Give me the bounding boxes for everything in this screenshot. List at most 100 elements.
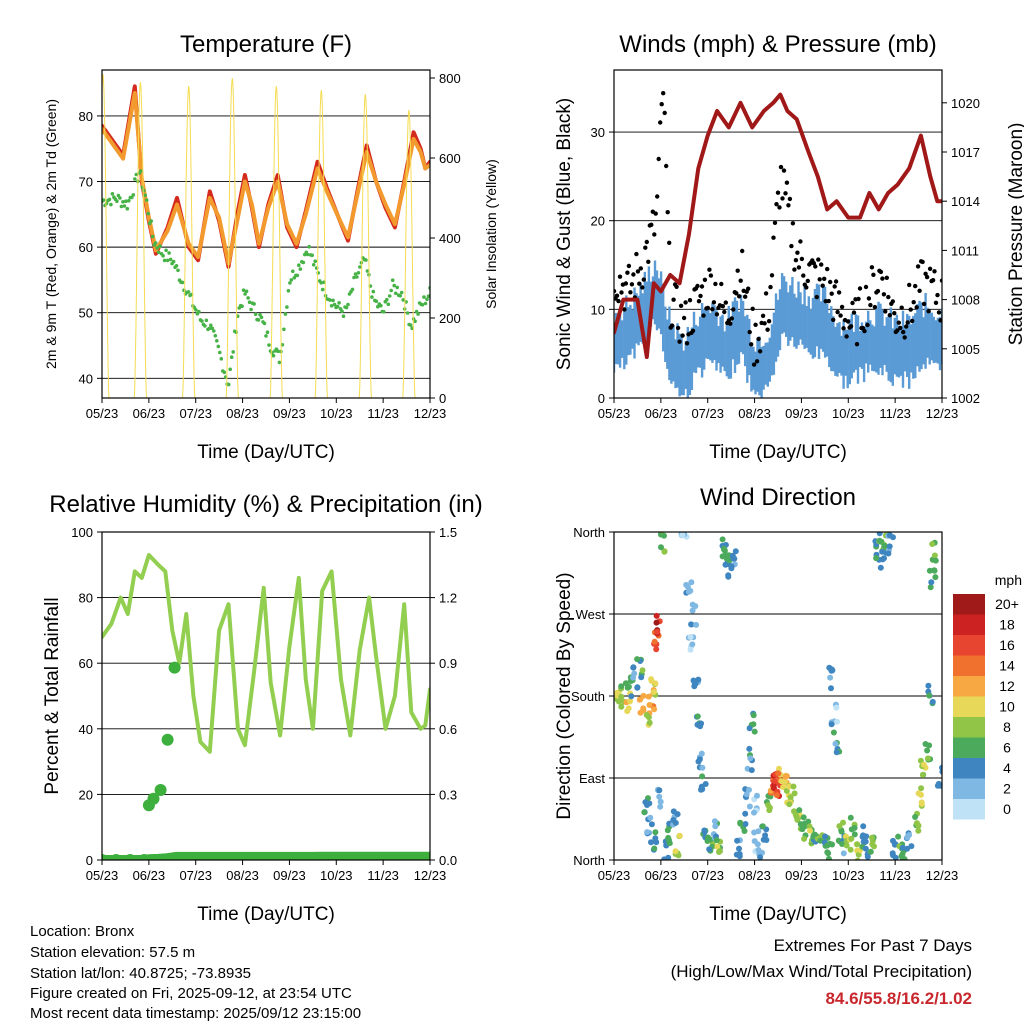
gust-point <box>656 156 661 162</box>
2m-td-point <box>355 275 359 279</box>
gust-point <box>857 286 863 291</box>
wind-direction-point <box>672 848 679 855</box>
2m-td-point <box>408 323 413 327</box>
wind-direction-point <box>791 790 798 797</box>
colorbar-swatch <box>953 614 985 635</box>
gust-point <box>878 269 884 275</box>
wind-direction-point <box>863 833 870 840</box>
gust-point <box>856 296 861 302</box>
y-tick-label-right: 1020 <box>951 96 980 111</box>
extremes-values: 84.6/55.8/16.2/1.02 <box>825 989 972 1008</box>
gust-point <box>696 299 702 304</box>
gust-point <box>658 120 663 125</box>
wind-direction-point <box>637 709 644 716</box>
y-axis-label-right: Solar Insolation (Yellow) <box>483 159 499 309</box>
2m-td-point <box>144 198 149 202</box>
gust-point <box>781 168 787 173</box>
gust-point <box>914 305 919 310</box>
wind-direction-point <box>828 721 835 728</box>
solar-insolation-spike <box>269 85 283 398</box>
wind-direction-point <box>639 667 646 674</box>
gust-point <box>780 196 785 201</box>
wind-direction-point <box>728 563 735 570</box>
2m-td-point <box>174 264 179 268</box>
plot-area <box>102 553 430 860</box>
gust-point <box>883 309 888 314</box>
wind-direction-point <box>691 683 698 690</box>
wind-direction-point <box>800 814 807 821</box>
colorbar-swatch <box>953 758 985 779</box>
wind-direction-point <box>932 557 939 564</box>
2m-td-point <box>382 309 386 314</box>
gust-point <box>896 320 901 325</box>
2m-td-point <box>216 344 221 349</box>
x-tick-label: 06/23 <box>133 868 166 883</box>
wind-direction-point <box>706 846 713 853</box>
2m-td-point <box>249 307 253 312</box>
wind-direction-point <box>618 703 625 710</box>
y-tick-label-left: North <box>573 525 605 540</box>
gust-point <box>778 164 784 170</box>
wind-direction-point <box>689 601 696 608</box>
x-axis-label: Time (Day/UTC) <box>197 442 335 463</box>
gust-point <box>719 281 724 287</box>
wind-direction-point <box>642 799 649 806</box>
2m-td-point <box>291 269 295 274</box>
2m-td-point <box>253 312 258 317</box>
wind-direction-point <box>733 851 740 858</box>
wind-direction-point <box>934 782 941 789</box>
2m-td-point <box>127 198 131 203</box>
2m-td-point <box>240 304 244 309</box>
plot-area <box>614 532 942 860</box>
gust-point <box>793 258 799 263</box>
2m-td-point <box>231 350 235 354</box>
gust-point <box>865 322 870 328</box>
y-tick-label-left: South <box>571 689 605 704</box>
wind-direction-point <box>638 674 645 681</box>
colorbar-swatch <box>953 594 985 615</box>
wind-direction-point <box>712 823 719 830</box>
gust-point <box>801 273 806 278</box>
gust-point <box>875 288 881 294</box>
colorbar-label: 18 <box>999 617 1015 633</box>
wind-direction-point <box>928 579 935 586</box>
2m-td-point <box>425 297 429 302</box>
wind-direction-point <box>924 747 931 754</box>
relative-humidity-line <box>102 553 430 754</box>
colorbar-title: mph <box>995 572 1022 588</box>
gust-point <box>622 307 627 312</box>
wind-direction-point <box>648 677 655 684</box>
gust-point <box>844 334 849 339</box>
y-tick-label-left: 30 <box>591 125 605 140</box>
wind-direction-point <box>693 621 700 628</box>
gust-point <box>766 319 772 324</box>
wind-direction-point <box>832 740 839 747</box>
2m-td-point <box>125 206 130 211</box>
gust-point <box>723 300 728 305</box>
y-tick-label-right: 800 <box>439 71 461 86</box>
2m-td-point <box>241 288 246 293</box>
2m-td-point <box>305 252 310 257</box>
2m-td-point <box>200 319 204 323</box>
gust-point <box>872 304 878 310</box>
wind-direction-point <box>913 820 920 827</box>
2m-td-point <box>213 333 218 338</box>
gust-point <box>754 359 760 364</box>
total-precipitation-line <box>102 851 430 860</box>
2m-td-point <box>358 265 362 269</box>
wind-direction-point <box>886 543 893 550</box>
wind-direction-point <box>746 803 753 810</box>
gust-point <box>669 323 675 328</box>
x-tick-label: 11/23 <box>879 406 911 421</box>
gust-point <box>734 291 739 296</box>
wind-direction-point <box>906 832 913 838</box>
wind-direction-point <box>631 670 638 677</box>
wind-direction-point <box>732 548 739 555</box>
gust-point <box>760 313 766 318</box>
wind-direction-point <box>854 841 861 848</box>
2m-td-point <box>288 281 292 285</box>
extremes-subheading: (High/Low/Max Wind/Total Precipitation) <box>671 962 972 981</box>
wind-direction-point <box>925 682 932 689</box>
2m-td-point <box>297 263 301 268</box>
